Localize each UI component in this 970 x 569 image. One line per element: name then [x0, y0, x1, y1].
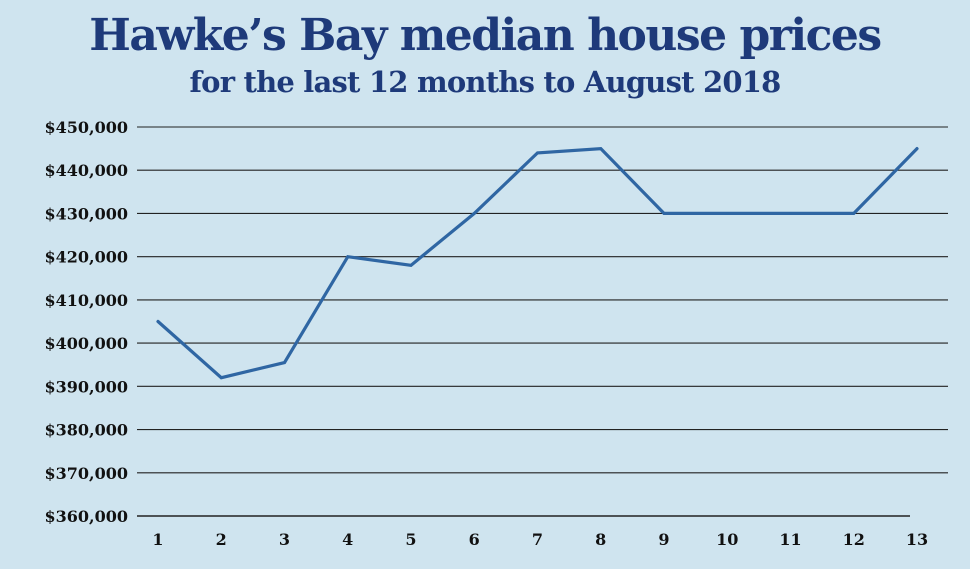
- x-tick-label: 2: [216, 530, 227, 549]
- x-tick-label: 4: [342, 530, 353, 549]
- data-point: [662, 212, 666, 215]
- y-tick-label: $440,000: [45, 161, 129, 180]
- data-point: [599, 147, 602, 150]
- y-tick-label: $400,000: [45, 334, 129, 353]
- y-tick-label: $370,000: [45, 464, 129, 483]
- data-point: [220, 376, 223, 379]
- data-point: [283, 361, 286, 364]
- x-tick-label: 13: [906, 530, 928, 549]
- data-point: [915, 147, 919, 150]
- y-tick-label: $380,000: [45, 421, 129, 440]
- data-point: [473, 212, 476, 215]
- data-point: [852, 212, 855, 215]
- data-point: [156, 320, 160, 323]
- x-tick-label: 6: [469, 530, 480, 549]
- y-tick-label: $410,000: [45, 291, 129, 310]
- x-tick-label: 8: [595, 530, 606, 549]
- x-tick-label: 12: [843, 530, 865, 549]
- data-point: [726, 212, 729, 215]
- x-tick-label: 9: [658, 530, 669, 549]
- chart-title: Hawke’s Bay median house prices: [89, 10, 882, 61]
- x-tick-label: 10: [716, 530, 738, 549]
- data-point: [346, 255, 349, 258]
- x-tick-label: 11: [779, 530, 801, 549]
- y-tick-label: $390,000: [45, 377, 129, 396]
- x-tick-label: 1: [152, 530, 163, 549]
- y-tick-label: $420,000: [45, 248, 129, 267]
- chart-subtitle: for the last 12 months to August 2018: [189, 65, 781, 99]
- data-point: [409, 264, 413, 267]
- y-tick-label: $360,000: [45, 507, 129, 526]
- x-tick-label: 3: [279, 530, 290, 549]
- y-tick-label: $430,000: [45, 204, 129, 223]
- data-point: [789, 212, 792, 215]
- x-tick-label: 7: [532, 530, 543, 549]
- x-tick-label: 5: [405, 530, 416, 549]
- y-tick-label: $450,000: [45, 118, 129, 137]
- data-point: [536, 151, 539, 155]
